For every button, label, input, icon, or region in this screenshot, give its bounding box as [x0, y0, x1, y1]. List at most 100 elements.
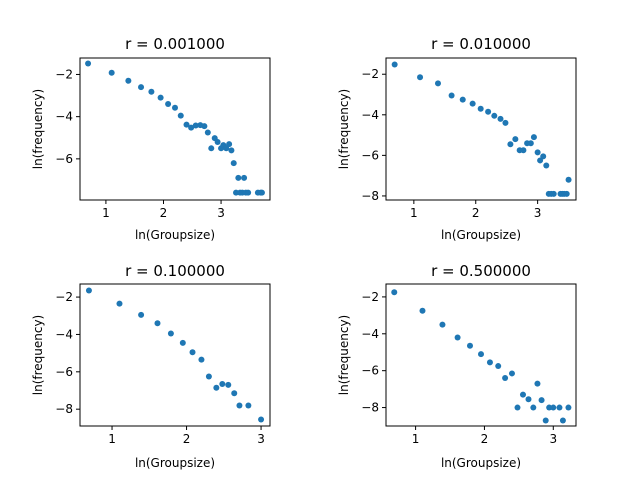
y-ticks-2: −2 −4 −6 −8: [361, 67, 386, 203]
data-point-1-23: [228, 147, 235, 154]
x-ticks-3: 1 2 3: [108, 426, 265, 446]
y-tick-label-2-6: −6: [361, 148, 379, 162]
data-point-3-16: [258, 416, 265, 423]
scatter-points-2: [391, 61, 572, 197]
data-point-4-21: [559, 417, 566, 424]
data-point-2-4: [448, 92, 455, 99]
data-point-1-31: [245, 189, 252, 196]
x-axis-label-4: ln(Groupsize): [441, 456, 521, 470]
y-tick-label-4-6: −6: [361, 364, 379, 378]
data-point-2-13: [512, 136, 519, 143]
x-axis-label-3: ln(Groupsize): [135, 456, 215, 470]
data-point-4-7: [486, 359, 493, 366]
data-point-2-11: [502, 119, 509, 126]
data-point-1-26: [235, 174, 242, 181]
data-point-1-6: [157, 94, 164, 101]
data-point-2-5: [459, 96, 466, 103]
y-axis-label-4: ln(frequency): [337, 315, 351, 396]
data-point-2-10: [497, 115, 504, 122]
data-point-4-11: [514, 404, 521, 411]
data-point-2-30: [565, 176, 572, 183]
y-tick-label-1-2: −2: [55, 67, 73, 81]
data-point-2-8: [485, 108, 492, 115]
data-point-2-17: [527, 140, 534, 147]
plot-title-2: r = 0.010000: [431, 35, 531, 53]
data-point-1-11: [188, 124, 195, 131]
data-point-3-9: [205, 373, 212, 380]
data-point-3-12: [225, 381, 232, 388]
data-point-4-20: [556, 404, 563, 411]
y-tick-label-2-8: −8: [361, 189, 379, 203]
data-point-3-7: [189, 349, 196, 356]
plot-title-4: r = 0.500000: [431, 262, 531, 280]
plot-frame-2: [385, 57, 577, 201]
y-ticks-3: −2 −4 −6 −8: [55, 290, 80, 416]
x-ticks-4: 1 2 3: [412, 426, 557, 446]
data-point-1-24: [230, 160, 237, 167]
x-axis-label-2: ln(Groupsize): [441, 228, 521, 242]
x-tick-label-3-2: 2: [183, 432, 191, 446]
y-ticks-1: −2 −4 −6: [55, 67, 80, 166]
y-tick-label-3-8: −8: [55, 402, 73, 416]
data-point-4-17: [542, 417, 549, 424]
data-point-4-19: [550, 404, 557, 411]
y-tick-label-3-2: −2: [55, 290, 73, 304]
y-ticks-4: −2 −4 −6 −8: [361, 290, 386, 415]
data-point-4-3: [439, 321, 446, 328]
data-point-2-18: [530, 134, 537, 141]
x-tick-label-3-3: 3: [257, 432, 265, 446]
data-point-1-2: [108, 69, 115, 76]
data-point-1-29: [241, 174, 248, 181]
y-axis-label-1: ln(frequency): [31, 89, 45, 170]
data-point-2-3: [434, 80, 441, 87]
y-tick-label-1-6: −6: [55, 152, 73, 166]
y-tick-label-4-2: −2: [361, 290, 379, 304]
data-point-3-11: [219, 380, 226, 387]
x-tick-label-1-2: 2: [160, 206, 168, 220]
data-point-4-6: [478, 351, 484, 358]
data-point-1-16: [208, 145, 215, 152]
data-point-1-14: [201, 123, 208, 130]
data-point-3-5: [167, 330, 174, 337]
data-point-3-14: [236, 402, 243, 409]
data-point-4-15: [534, 380, 541, 387]
data-point-1-18: [214, 138, 221, 145]
x-tick-label-3-1: 1: [108, 432, 116, 446]
data-point-1-3: [125, 77, 132, 84]
x-tick-label-4-2: 2: [481, 432, 489, 446]
data-point-4-10: [508, 370, 515, 377]
data-point-2-12: [507, 141, 514, 148]
plot-title-1: r = 0.001000: [125, 35, 225, 53]
x-tick-label-4-3: 3: [549, 432, 557, 446]
data-point-4-2: [419, 307, 426, 314]
data-point-1-1: [85, 60, 92, 67]
x-tick-label-2-3: 3: [534, 206, 542, 220]
data-point-1-15: [204, 129, 211, 136]
x-tick-label-2-1: 1: [410, 206, 418, 220]
data-point-1-5: [148, 88, 155, 95]
plot-title-3: r = 0.100000: [125, 262, 225, 280]
data-point-2-22: [543, 162, 550, 169]
plot-frame-3: [79, 283, 271, 427]
data-point-1-34: [258, 189, 265, 196]
data-point-2-20: [537, 157, 544, 164]
data-point-2-15: [520, 147, 527, 154]
x-ticks-1: 1 2 3: [102, 200, 225, 220]
data-point-2-19: [534, 149, 541, 156]
data-point-2-21: [540, 153, 547, 160]
data-point-3-8: [198, 356, 205, 363]
data-point-2-1: [391, 61, 398, 68]
subplot-1: 1 2 3 −2 −4 −6 r = 0.001000 ln(Groupsize) ln…: [31, 35, 271, 242]
data-point-1-8: [172, 104, 178, 111]
data-point-4-1: [391, 289, 398, 296]
data-point-4-14: [530, 404, 537, 411]
y-axis-label-3: ln(frequency): [31, 315, 45, 396]
data-point-1-4: [138, 84, 145, 91]
y-tick-label-2-2: −2: [361, 67, 379, 81]
y-tick-label-4-8: −8: [361, 401, 379, 415]
data-point-3-13: [231, 390, 238, 397]
scatter-points-4: [391, 289, 572, 424]
